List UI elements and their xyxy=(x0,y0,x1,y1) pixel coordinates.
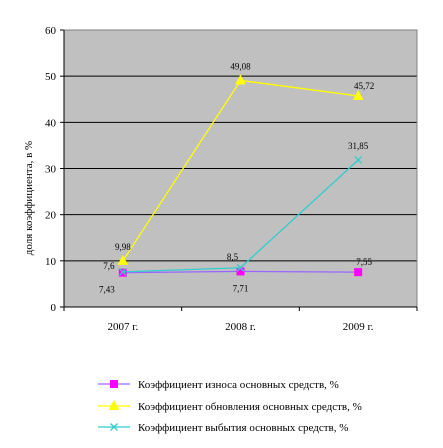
legend-label-renewal: Коэффициент обновления основных средств,… xyxy=(138,401,362,413)
y-tick-label: 50 xyxy=(45,71,57,83)
legend-label-disposal: Коэффициент выбытия основных средств, % xyxy=(138,422,348,434)
legend-marker-renewal xyxy=(108,399,120,410)
legend-label-wear: Коэффициент износа основных средств, % xyxy=(138,379,339,391)
y-axis-label: доля коэффициента, в % xyxy=(23,141,35,255)
data-label-wear: 7,71 xyxy=(233,283,249,293)
data-label-disposal: 31,85 xyxy=(348,141,369,151)
y-tick-label: 0 xyxy=(51,302,57,314)
data-label-wear: 7,55 xyxy=(356,257,372,267)
x-tick-label: 2009 г. xyxy=(343,321,374,333)
y-tick-label: 40 xyxy=(45,117,57,129)
data-label-renewal: 45,72 xyxy=(354,81,374,91)
y-tick-label: 30 xyxy=(45,164,57,176)
x-tick-label: 2008 г. xyxy=(225,321,256,333)
series-marker-disposal xyxy=(236,263,245,272)
series-marker-disposal xyxy=(118,267,127,276)
data-label-renewal: 49,08 xyxy=(230,61,251,71)
plot-area: 0 10 20 30 40 50 60 2007 г. 2008 г. 2009 г. xyxy=(45,25,418,333)
series-marker-renewal xyxy=(117,254,129,265)
data-labels: 7,43 7,71 7,55 9,98 49,08 45,72 7,6 8,5 31,85 xyxy=(99,61,374,294)
data-label-disposal: 8,5 xyxy=(227,252,239,262)
series-marker-disposal xyxy=(354,155,363,164)
series-marker-renewal xyxy=(352,89,364,100)
y-tick-label: 10 xyxy=(45,256,57,268)
data-label-renewal: 9,98 xyxy=(115,242,131,252)
series-marker-wear xyxy=(236,267,245,276)
y-tick-label: 60 xyxy=(45,25,57,37)
data-label-wear: 7,43 xyxy=(99,285,115,295)
legend-marker-disposal xyxy=(110,423,118,431)
legend: Коэффициент износа основных средств, % Ко… xyxy=(98,379,362,434)
series-marker-wear xyxy=(354,268,363,277)
series-marker-renewal xyxy=(235,74,246,85)
x-tick-label: 2007 г. xyxy=(107,321,138,333)
legend-marker-wear xyxy=(110,380,118,388)
y-tick-label: 20 xyxy=(45,210,57,222)
data-label-disposal: 7,6 xyxy=(103,261,115,271)
